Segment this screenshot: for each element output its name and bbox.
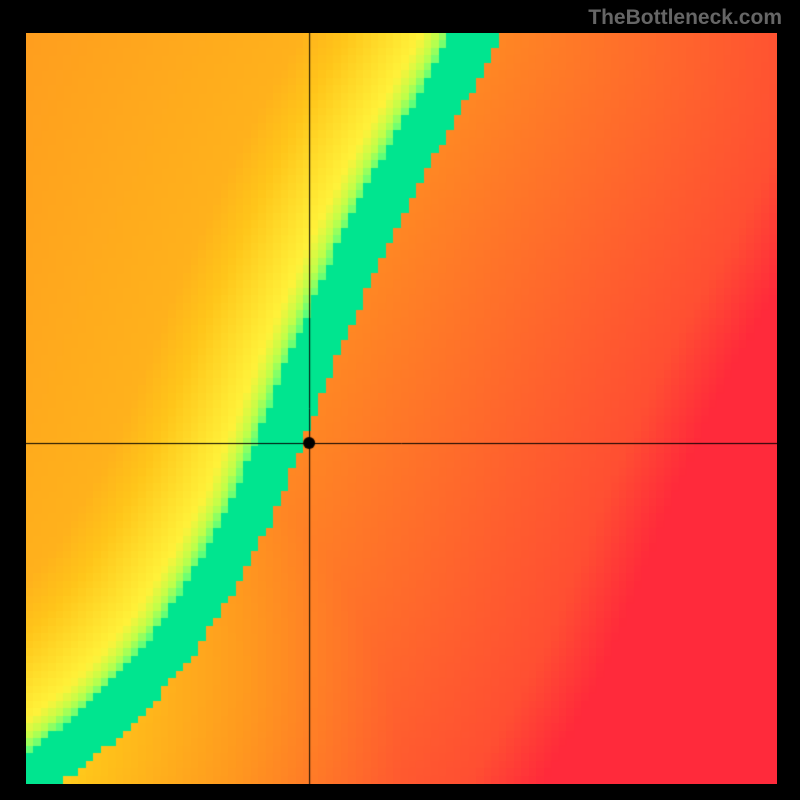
- chart-container: TheBottleneck.com: [0, 0, 800, 800]
- watermark-text: TheBottleneck.com: [588, 6, 782, 30]
- bottleneck-heatmap: [26, 33, 777, 784]
